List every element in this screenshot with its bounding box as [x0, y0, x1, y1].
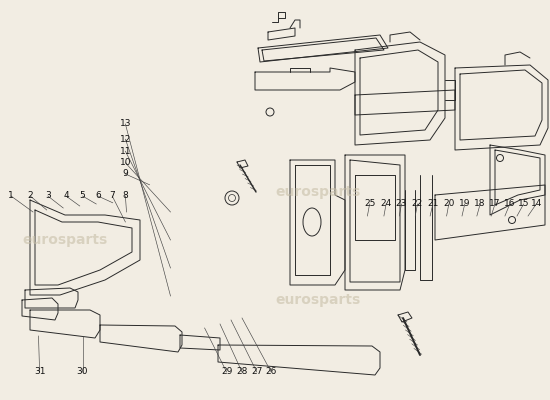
Text: 4: 4: [63, 192, 69, 200]
Text: 13: 13: [120, 120, 131, 128]
Text: 18: 18: [475, 200, 486, 208]
Text: 7: 7: [109, 192, 115, 200]
Text: 3: 3: [45, 192, 51, 200]
Text: 21: 21: [427, 200, 438, 208]
Text: 11: 11: [120, 147, 131, 156]
Text: 29: 29: [221, 368, 232, 376]
Text: eurosparts: eurosparts: [275, 293, 360, 307]
Text: 16: 16: [504, 200, 515, 208]
Text: 2: 2: [28, 192, 33, 200]
Text: 19: 19: [459, 200, 470, 208]
Text: 14: 14: [531, 200, 542, 208]
Text: 24: 24: [381, 200, 392, 208]
Text: 6: 6: [95, 192, 101, 200]
Text: 20: 20: [443, 200, 454, 208]
Text: 28: 28: [236, 368, 248, 376]
Text: 8: 8: [123, 192, 128, 200]
Text: eurosparts: eurosparts: [22, 233, 107, 247]
Text: 17: 17: [490, 200, 500, 208]
Text: 10: 10: [120, 158, 131, 167]
Text: 25: 25: [364, 200, 375, 208]
Text: 26: 26: [266, 368, 277, 376]
Text: 31: 31: [34, 368, 45, 376]
Text: eurosparts: eurosparts: [275, 185, 360, 199]
Text: 12: 12: [120, 135, 131, 144]
Text: 23: 23: [396, 200, 407, 208]
Text: 5: 5: [80, 192, 85, 200]
Text: 27: 27: [251, 368, 262, 376]
Text: 9: 9: [123, 170, 128, 178]
Text: 15: 15: [518, 200, 529, 208]
Text: 22: 22: [412, 200, 423, 208]
Text: 30: 30: [77, 368, 88, 376]
Text: 1: 1: [8, 192, 14, 200]
